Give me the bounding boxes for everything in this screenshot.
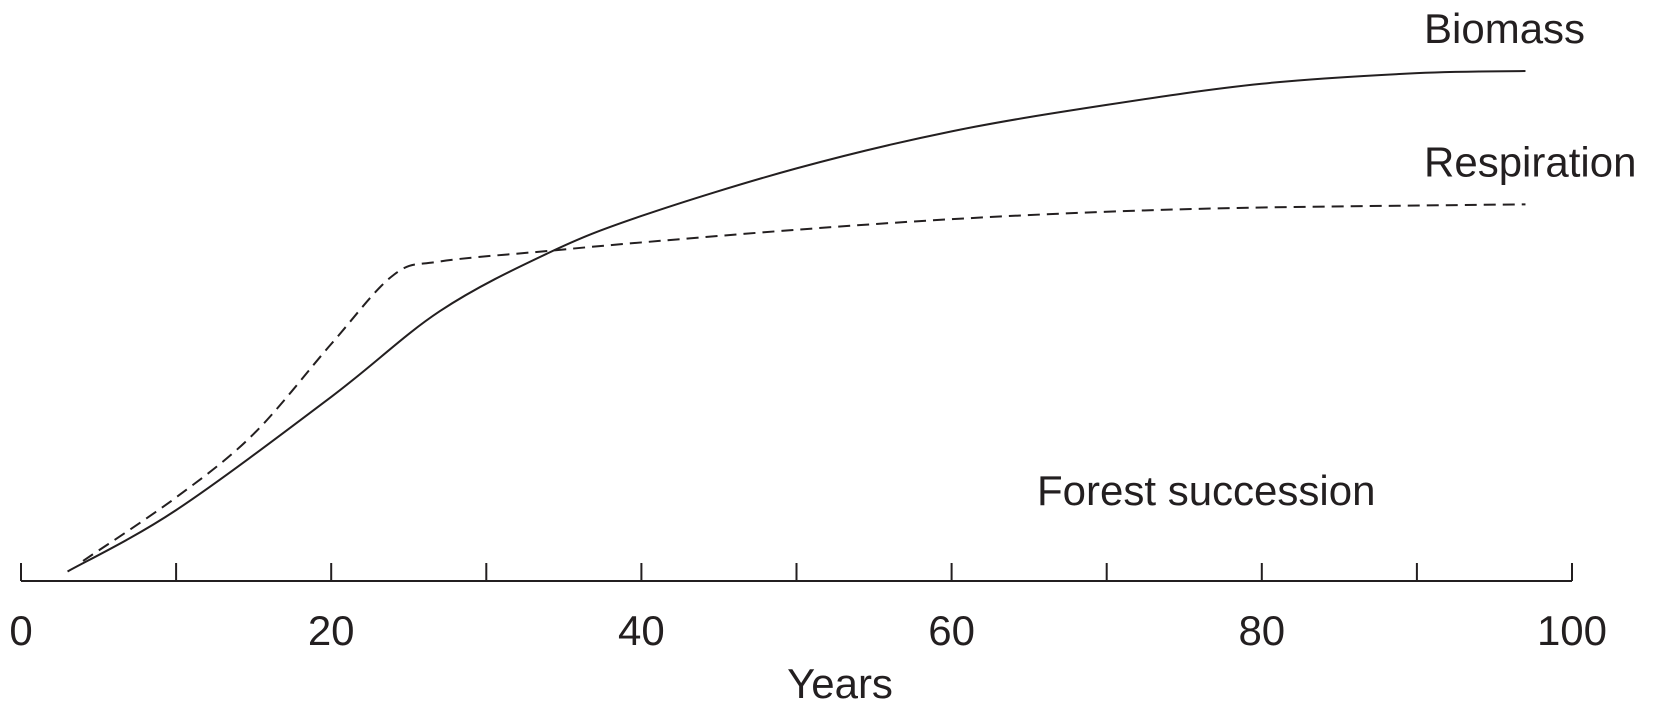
- series-label: Biomass: [1424, 5, 1585, 52]
- x-tick-label: 20: [308, 607, 355, 654]
- x-tick-label: 60: [928, 607, 975, 654]
- x-axis-label: Years: [787, 660, 893, 707]
- x-tick-label: 40: [618, 607, 665, 654]
- x-tick-label: 0: [9, 607, 32, 654]
- annotation: Forest succession: [1037, 467, 1375, 514]
- series-line: [67, 70, 1526, 573]
- series-label: Respiration: [1424, 138, 1636, 185]
- series-line: [82, 203, 1526, 562]
- x-tick-label: 100: [1537, 607, 1607, 654]
- x-tick-label: 80: [1238, 607, 1285, 654]
